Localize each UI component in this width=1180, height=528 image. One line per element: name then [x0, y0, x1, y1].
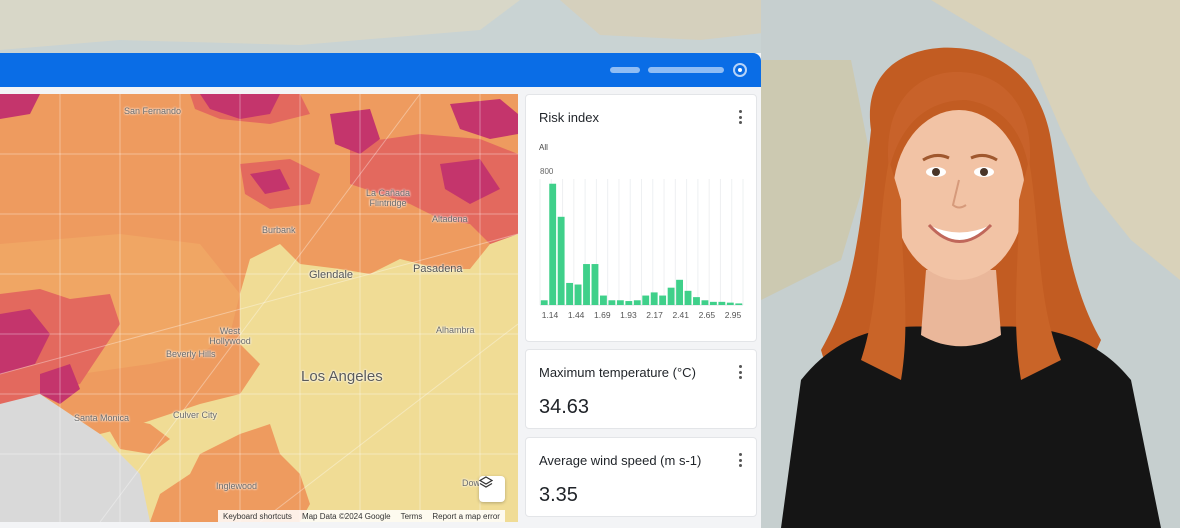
kebab-icon[interactable] — [738, 365, 742, 379]
keyboard-shortcuts-link[interactable]: Keyboard shortcuts — [223, 511, 292, 521]
risk-filter-label[interactable]: All — [539, 143, 548, 152]
histogram-bar[interactable] — [650, 292, 658, 305]
histogram-bar[interactable] — [659, 295, 667, 305]
max-temperature-title: Maximum temperature (°C) — [539, 365, 696, 380]
histogram-bar[interactable] — [574, 284, 582, 305]
map-label: Burbank — [262, 225, 296, 235]
report-map-error-link[interactable]: Report a map error — [432, 511, 500, 521]
kebab-icon[interactable] — [738, 110, 742, 124]
map-label: Santa Monica — [74, 413, 130, 423]
histogram-bar[interactable] — [591, 264, 599, 305]
presenter-photo — [761, 0, 1180, 528]
x-tick-label: 2.65 — [699, 310, 716, 320]
histogram-bar[interactable] — [540, 300, 548, 305]
x-tick-label: 2.41 — [672, 310, 689, 320]
risk-histogram: 800 1.14 1.44 1.69 1.93 2.17 2.41 2.65 2.95 — [539, 167, 744, 320]
map-label: San Fernando — [124, 106, 182, 116]
histogram-bar[interactable] — [709, 301, 717, 305]
wind-speed-title: Average wind speed (m s-1) — [539, 453, 702, 468]
histogram-bar[interactable] — [616, 300, 624, 305]
map-label: Culver City — [173, 410, 218, 420]
map-label: Beverly Hills — [166, 349, 216, 359]
x-tick-label: 1.69 — [594, 310, 611, 320]
x-tick-label: 2.17 — [646, 310, 663, 320]
histogram-bar[interactable] — [633, 300, 641, 305]
histogram-bar[interactable] — [608, 300, 616, 305]
histogram-bar[interactable] — [726, 302, 734, 305]
histogram-bar[interactable] — [693, 297, 700, 305]
y-axis-max-label: 800 — [540, 167, 554, 176]
map-label: Glendale — [309, 269, 354, 281]
map-label: Inglewood — [216, 481, 258, 491]
map-label: Downey — [462, 478, 495, 488]
risk-map[interactable]: San Fernando La Cañada Flintridge Altade… — [0, 94, 518, 522]
app-header — [0, 53, 761, 87]
max-temperature-value: 34.63 — [539, 396, 590, 418]
layers-button[interactable] — [479, 476, 505, 502]
user-avatar-icon[interactable] — [733, 63, 747, 77]
map-data-credit: Map Data ©2024 Google — [301, 511, 391, 521]
max-temperature-card: Maximum temperature (°C) 34.63 — [525, 349, 757, 429]
histogram-bar[interactable] — [735, 303, 743, 305]
map-label: West Hollywood — [209, 326, 251, 346]
x-tick-label: 1.93 — [620, 310, 637, 320]
histogram-tick-labels: 1.14 1.44 1.69 1.93 2.17 2.41 2.65 2.95 — [542, 310, 742, 320]
terms-link[interactable]: Terms — [400, 511, 423, 521]
histogram-bar[interactable] — [625, 301, 633, 305]
layers-icon — [479, 476, 493, 488]
wind-speed-value: 3.35 — [539, 484, 578, 506]
header-nav-placeholder[interactable] — [648, 67, 724, 73]
histogram-bar[interactable] — [701, 300, 709, 305]
wind-speed-card: Average wind speed (m s-1) 3.35 — [525, 437, 757, 517]
risk-index-card: Risk index All 800 1.14 1.44 1.69 1.93 2.17 2… — [525, 94, 757, 342]
histogram-bars — [540, 183, 743, 305]
hex-risk-layer — [0, 94, 518, 522]
histogram-bar[interactable] — [642, 295, 650, 305]
x-tick-label: 2.95 — [725, 310, 742, 320]
map-label: Altadena — [432, 214, 468, 224]
map-label: Alhambra — [436, 325, 475, 335]
map-attribution: Keyboard shortcuts Map Data ©2024 Google… — [218, 510, 505, 522]
histogram-bar[interactable] — [600, 295, 607, 305]
histogram-bar[interactable] — [566, 282, 574, 305]
histogram-bar[interactable] — [583, 264, 590, 305]
histogram-bar[interactable] — [718, 301, 726, 305]
x-tick-label: 1.14 — [542, 310, 559, 320]
map-label: Los Angeles — [301, 368, 383, 385]
map-label: La Cañada Flintridge — [365, 188, 411, 208]
app-window: San Fernando La Cañada Flintridge Altade… — [0, 53, 761, 528]
x-tick-label: 1.44 — [568, 310, 585, 320]
histogram-bar[interactable] — [667, 287, 675, 305]
histogram-bar[interactable] — [549, 183, 557, 305]
header-nav-placeholder[interactable] — [610, 67, 640, 73]
kebab-icon[interactable] — [738, 453, 742, 467]
map-label: Pasadena — [413, 263, 463, 275]
histogram-bar[interactable] — [557, 216, 565, 305]
histogram-bar[interactable] — [676, 279, 683, 305]
histogram-bar[interactable] — [684, 290, 692, 305]
risk-index-title: Risk index — [539, 110, 599, 125]
